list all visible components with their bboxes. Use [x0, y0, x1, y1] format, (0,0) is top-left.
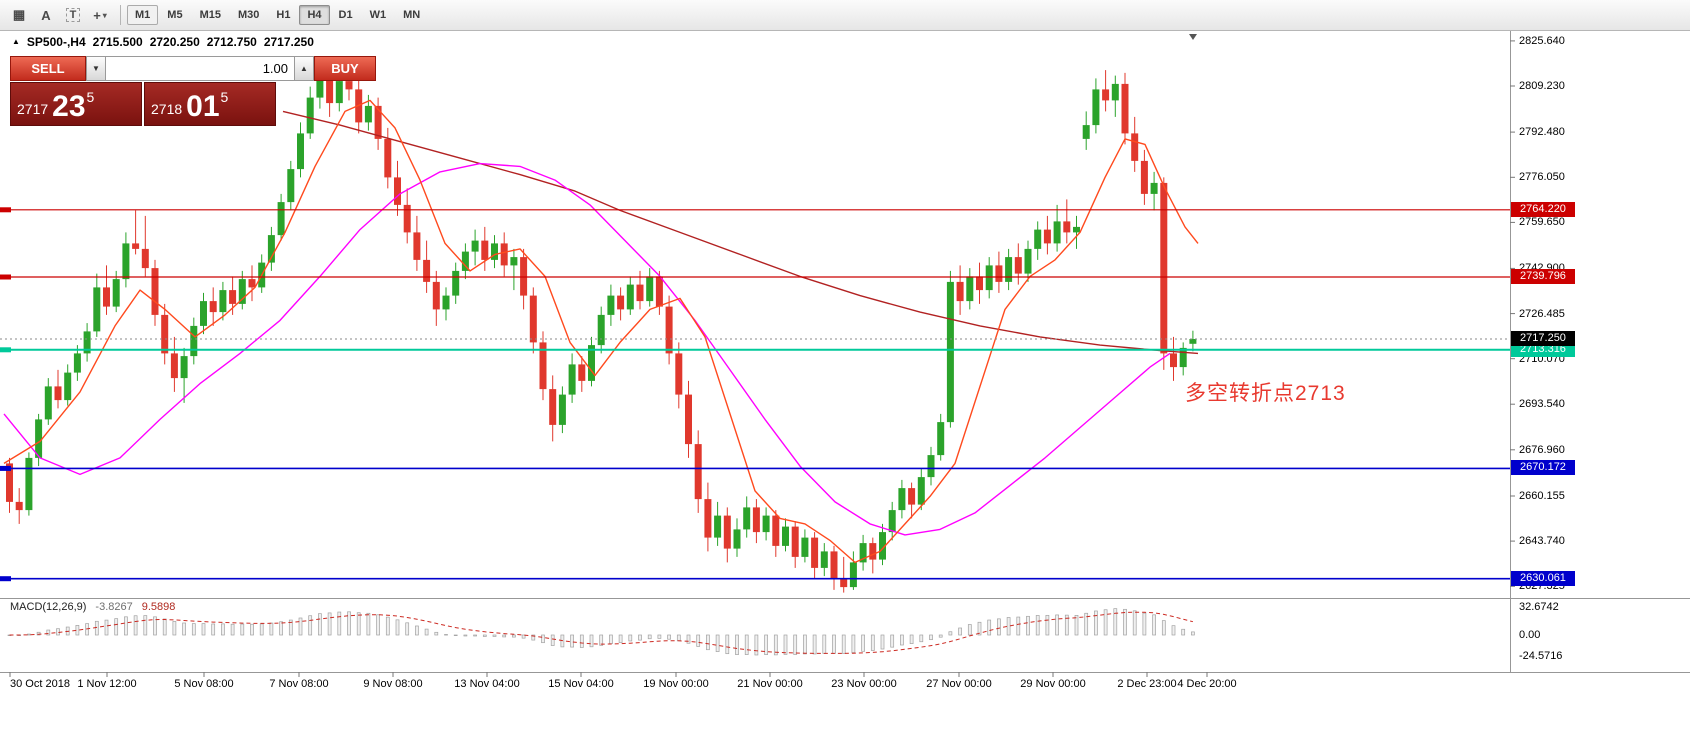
current-price-label: 2717.250: [1511, 331, 1575, 346]
ask-big-digits: 01: [186, 90, 220, 123]
bid-price-display[interactable]: 2717 23 5: [10, 82, 142, 126]
dropdown-caret-icon: ▾: [102, 10, 107, 20]
ask-prefix: 2718: [151, 101, 183, 117]
timeframe-button-h4[interactable]: H4: [299, 5, 330, 25]
time-axis-label: 13 Nov 04:00: [454, 678, 520, 690]
timeframe-button-m5[interactable]: M5: [167, 9, 183, 21]
volume-increase-button[interactable]: ▲: [294, 56, 314, 81]
timeframe-button-m30[interactable]: M30: [237, 9, 260, 21]
price-axis[interactable]: 2825.640 2809.230 2792.480 2776.050 2759.650…: [1511, 30, 1690, 698]
timeframe-button-h1[interactable]: H1: [276, 9, 291, 21]
macd-indicator-label: MACD(12,26,9) -3.8267 9.5898: [10, 601, 175, 613]
bid-prefix: 2717: [17, 101, 49, 117]
time-axis-label: 27 Nov 00:00: [926, 678, 992, 690]
price-level-label: 2630.061: [1511, 570, 1575, 586]
time-axis-label: 19 Nov 00:00: [643, 678, 709, 690]
text-label-icon-glyph: T: [65, 8, 81, 22]
quote-low: 2712.750: [206, 35, 257, 49]
macd-axis-value: -24.5716: [1519, 649, 1563, 662]
price-axis-tick: 2643.740: [1519, 535, 1565, 548]
ask-price-display[interactable]: 2718 01 5: [144, 82, 276, 126]
price-level-label: 2764.220: [1511, 201, 1575, 217]
crosshair-icon-glyph: +: [93, 7, 101, 23]
time-axis-label: 23 Nov 00:00: [831, 678, 897, 690]
price-level-label: 2670.172: [1511, 460, 1575, 476]
time-axis-label: 30 Oct 2018: [10, 678, 70, 690]
ask-pip-digit: 5: [220, 89, 229, 105]
timeframe-button-d1[interactable]: D1: [338, 9, 353, 21]
bid-big-digits: 23: [52, 90, 86, 123]
time-axis-label: 1 Nov 12:00: [77, 678, 137, 690]
toolbar-tools: ▦ A T + ▾: [6, 3, 114, 27]
volume-input[interactable]: [106, 56, 294, 81]
sell-button[interactable]: SELL: [10, 56, 86, 81]
price-axis-tick: 2792.480: [1519, 126, 1565, 139]
macd-axis-value: 32.6742: [1519, 601, 1559, 614]
price-axis-tick: 2693.540: [1519, 398, 1565, 411]
quote-close: 2717.250: [263, 35, 314, 49]
macd-axis-value: 0.00: [1519, 629, 1541, 641]
price-axis-tick: 2726.485: [1519, 307, 1565, 320]
price-axis-tick: 2676.960: [1519, 443, 1565, 456]
toolbar-separator: [120, 5, 121, 25]
macd-signal-value: 9.5898: [141, 601, 176, 613]
timeframe-button-m1[interactable]: M1: [127, 5, 159, 25]
time-axis-label: 29 Nov 00:00: [1020, 678, 1086, 690]
text-annotation-icon-glyph: A: [41, 7, 51, 23]
macd-title: MACD(12,26,9): [10, 601, 87, 613]
quote-high: 2720.250: [149, 35, 200, 49]
price-axis-tick: 2776.050: [1519, 171, 1565, 184]
chart-grid-icon[interactable]: ▦: [6, 3, 32, 27]
timeframe-button-m15[interactable]: M15: [199, 9, 221, 21]
macd-value: -3.8267: [95, 601, 133, 613]
bid-pip-digit: 5: [86, 89, 95, 105]
quote-open: 2715.500: [92, 35, 143, 49]
price-axis-tick: 2660.155: [1519, 490, 1565, 502]
price-level-label: 2739.796: [1511, 269, 1575, 284]
timeframe-group: M1 M5 M15 M30 H1 H4 D1 W1 MN: [127, 5, 429, 25]
time-axis[interactable]: 30 Oct 2018 1 Nov 12:00 5 Nov 08:00 7 Nov 0…: [0, 672, 1510, 698]
one-click-trade-panel: SELL ▼ ▲ BUY 2717 23 5 2718 01 5: [10, 56, 376, 126]
chart-text-annotation: 多空转折点2713: [1185, 382, 1346, 405]
chart-canvas[interactable]: [0, 30, 1690, 751]
text-label-icon[interactable]: T: [60, 3, 86, 27]
time-axis-label: 15 Nov 04:00: [548, 678, 614, 690]
toolbar: ▦ A T + ▾ M1 M5 M15 M30 H1 H4 D1 W1 MN: [0, 0, 1690, 31]
crosshair-icon[interactable]: + ▾: [87, 3, 113, 27]
time-axis-label: 7 Nov 08:00: [269, 678, 329, 690]
time-axis-label: 5 Nov 08:00: [174, 678, 234, 690]
quote-bar: ▲ SP500-,H4 2715.500 2720.250 2712.750 2…: [12, 35, 314, 49]
time-axis-label: 21 Nov 00:00: [737, 678, 803, 690]
time-axis-label: 9 Nov 08:00: [363, 678, 423, 690]
timeframe-button-w1[interactable]: W1: [369, 9, 387, 21]
price-axis-tick: 2759.650: [1519, 216, 1565, 229]
symbol-marker-icon: ▲: [12, 37, 20, 46]
time-axis-label: 4 Dec 20:00: [1177, 678, 1237, 690]
chart-grid-icon-glyph: ▦: [12, 7, 26, 22]
time-axis-label: 2 Dec 23:00: [1117, 678, 1177, 690]
timeframe-button-mn[interactable]: MN: [403, 9, 421, 21]
price-axis-tick: 2809.230: [1519, 80, 1565, 92]
volume-decrease-button[interactable]: ▼: [86, 56, 106, 81]
buy-button[interactable]: BUY: [314, 56, 376, 81]
price-axis-tick: 2825.640: [1519, 34, 1565, 47]
text-annotation-icon[interactable]: A: [33, 3, 59, 27]
symbol-label: SP500-,H4: [26, 35, 86, 49]
